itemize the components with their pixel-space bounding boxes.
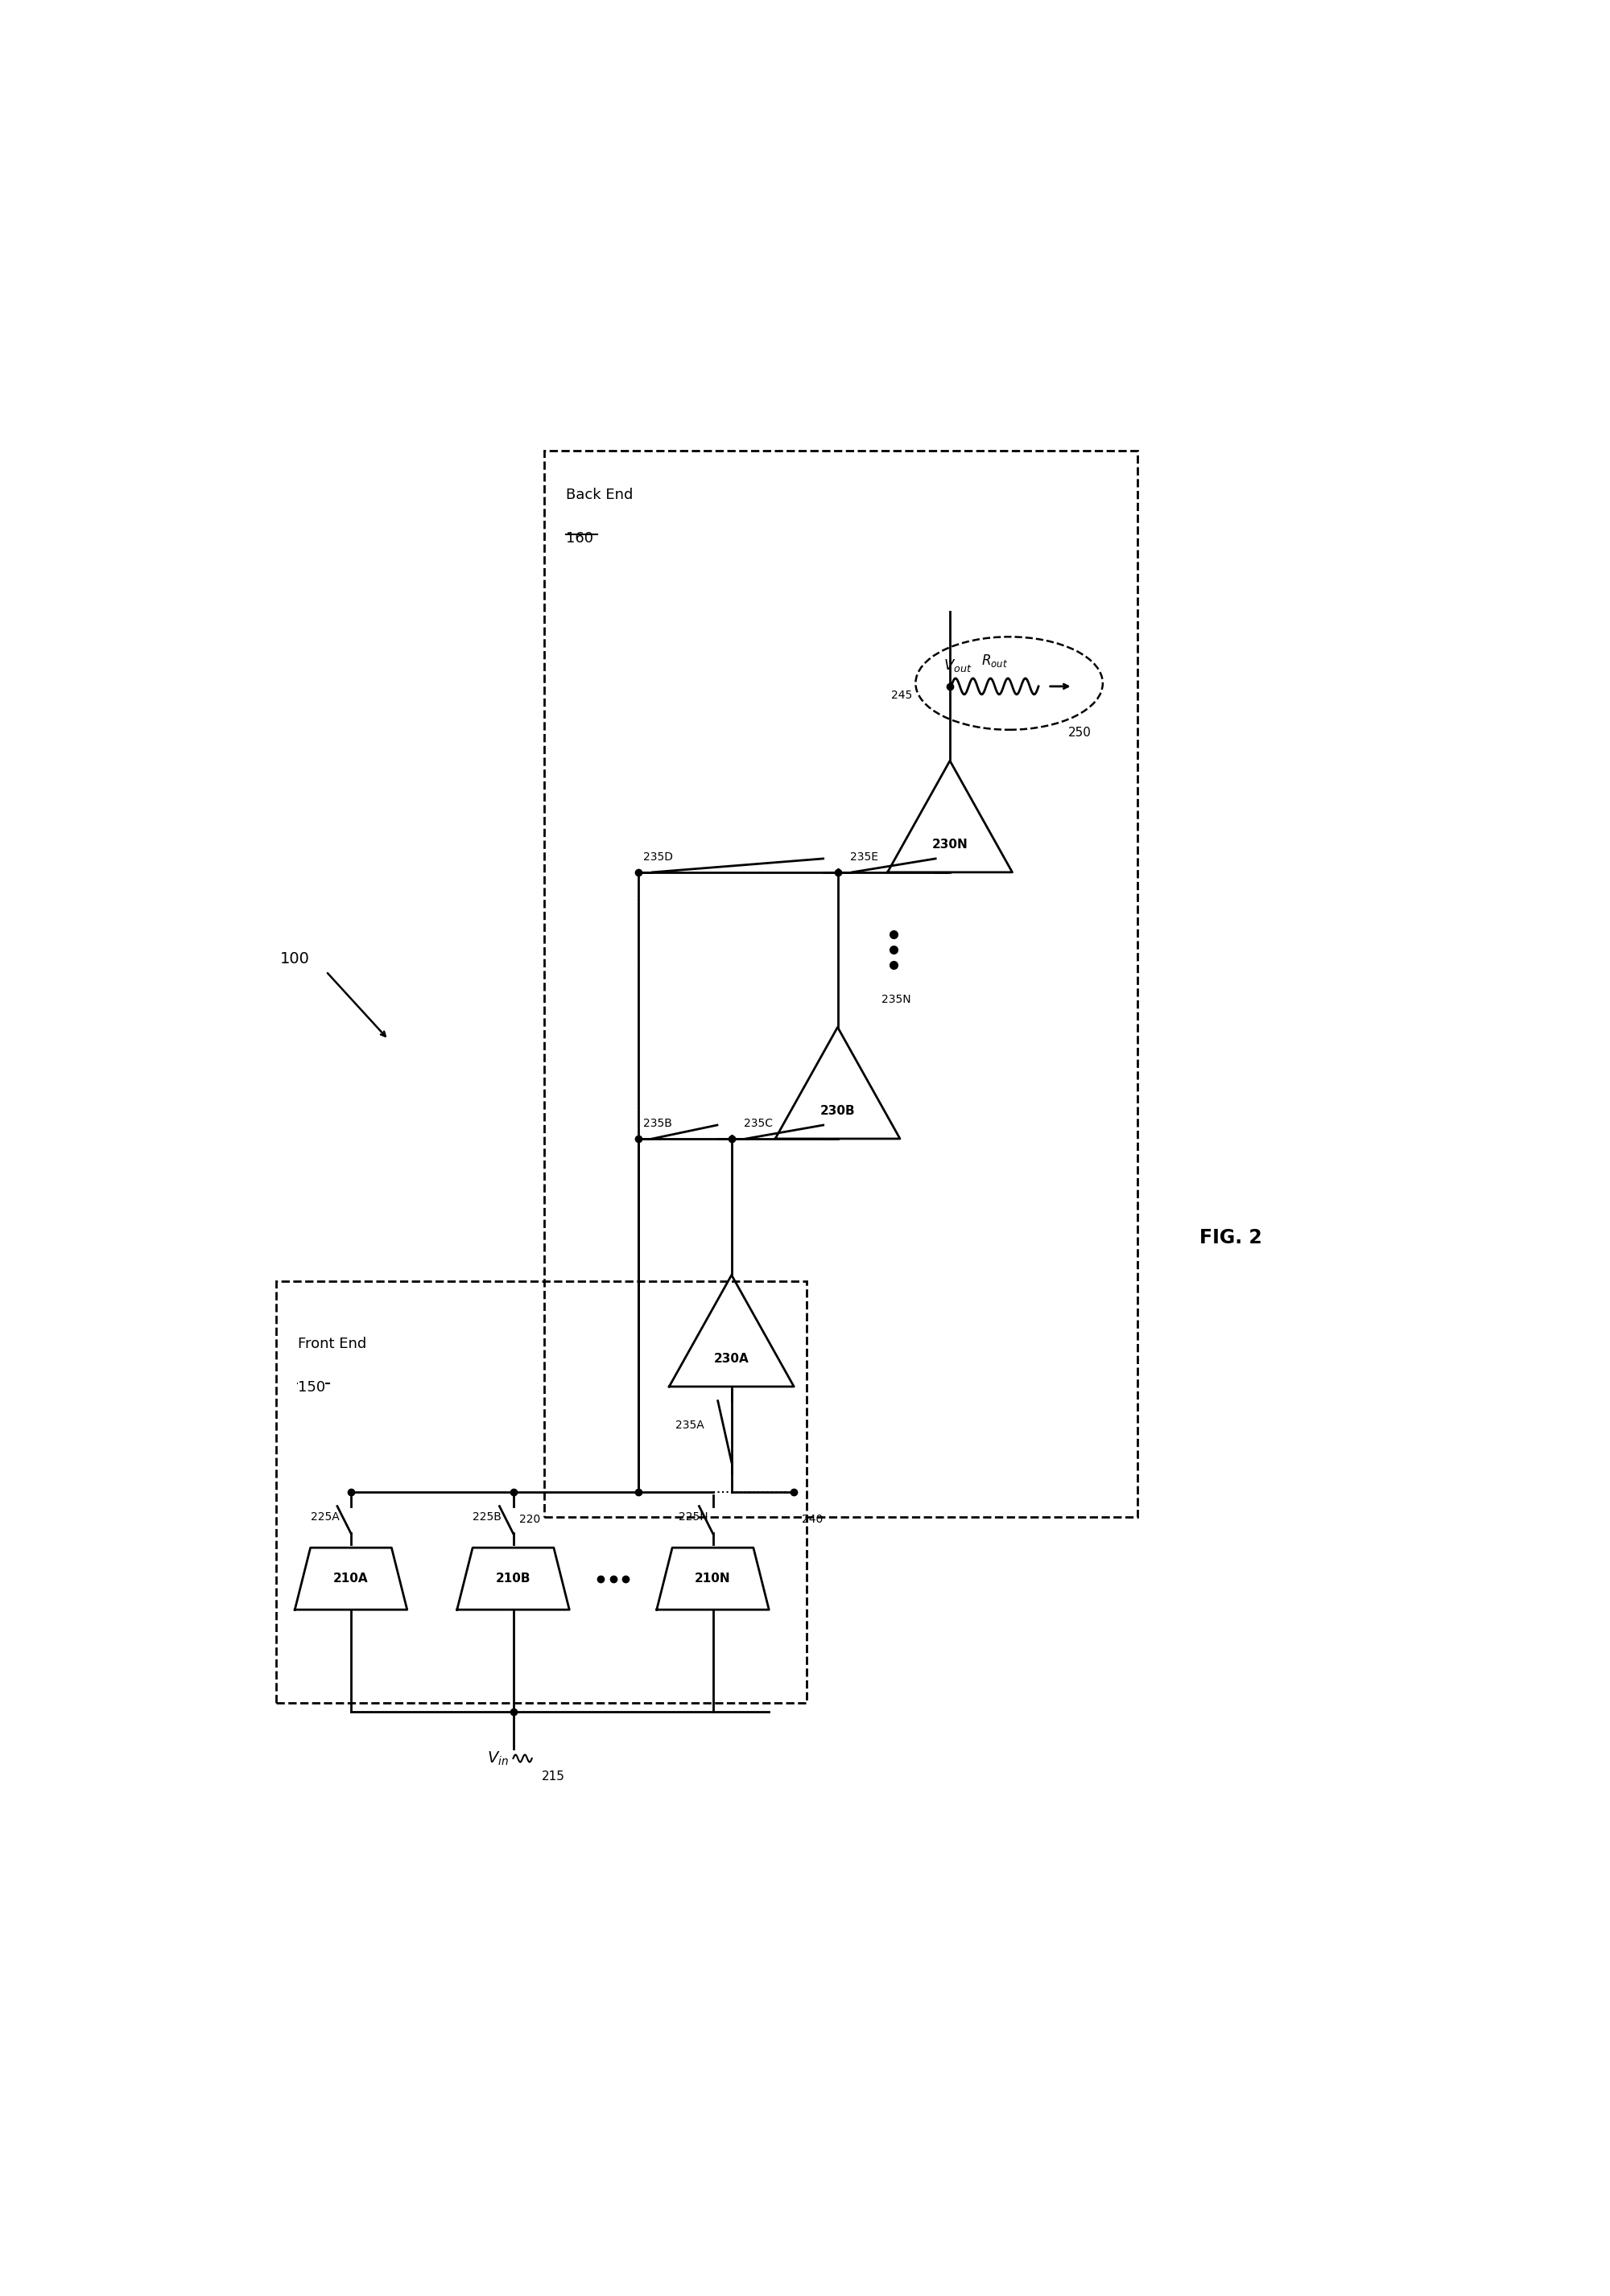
Text: 230A: 230A [713, 1352, 749, 1364]
Text: 250: 250 [1069, 726, 1092, 739]
Text: 225A: 225A [311, 1511, 340, 1522]
Text: Back End: Back End [567, 489, 633, 503]
Bar [544, 450, 1137, 1518]
Text: 210B: 210B [496, 1573, 531, 1584]
Text: $R_{out}$: $R_{out}$ [982, 652, 1008, 668]
Text: 220: 220 [520, 1513, 541, 1525]
Text: 235A: 235A [676, 1419, 704, 1430]
Text: $V_{in}$: $V_{in}$ [486, 1750, 509, 1768]
Text: 230N: 230N [932, 838, 968, 850]
Text: 235D: 235D [642, 852, 673, 863]
Text: 215: 215 [541, 1770, 565, 1784]
Text: 230B: 230B [819, 1104, 855, 1116]
Bar [277, 1281, 807, 1704]
Text: 225B: 225B [473, 1511, 502, 1522]
Text: $V_{out}$: $V_{out}$ [943, 659, 972, 675]
Text: 210A: 210A [333, 1573, 369, 1584]
Text: Front End: Front End [298, 1336, 367, 1352]
Text: FIG. 2: FIG. 2 [1199, 1228, 1262, 1247]
Text: 235E: 235E [850, 852, 879, 863]
Text: 240: 240 [802, 1513, 823, 1525]
Text: 235N: 235N [881, 994, 911, 1006]
Text: 225N: 225N [678, 1511, 708, 1522]
Text: 150: 150 [298, 1380, 325, 1396]
Text: 210N: 210N [696, 1573, 731, 1584]
Text: 245: 245 [892, 691, 913, 700]
Text: 100: 100 [280, 951, 309, 967]
Text: 160: 160 [567, 530, 594, 546]
Text: 235B: 235B [642, 1118, 671, 1130]
Text: 235C: 235C [744, 1118, 773, 1130]
